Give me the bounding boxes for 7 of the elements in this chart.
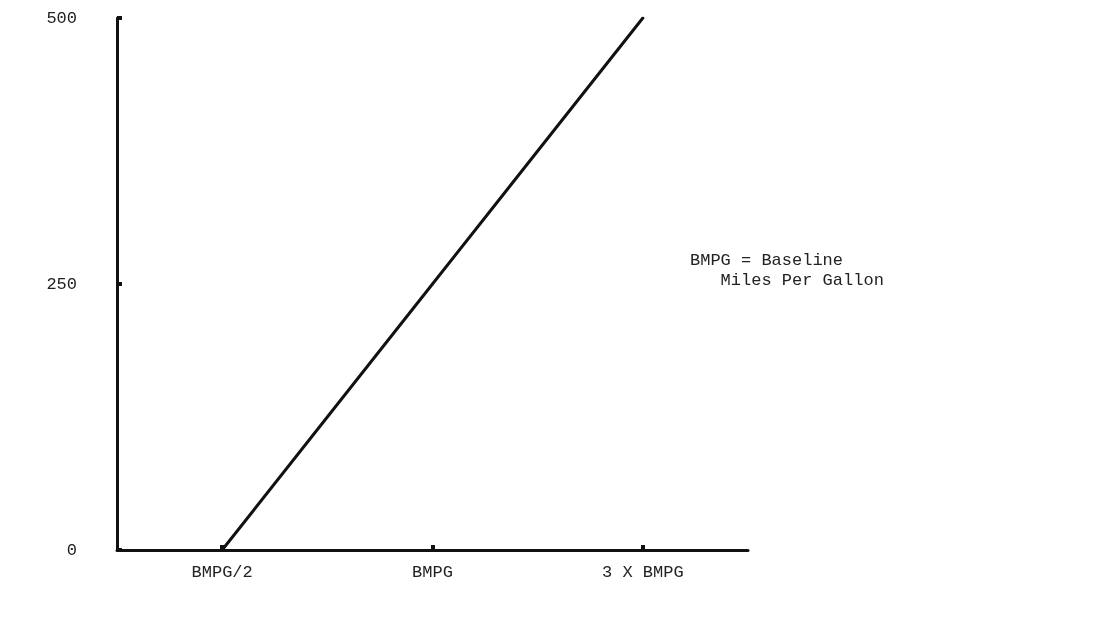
y-tick-label: 250: [46, 274, 77, 294]
x-tick-label: BMPG: [412, 563, 453, 582]
y-tick-label: 500: [46, 8, 77, 28]
y-tick-label: 0: [66, 540, 77, 560]
x-tick-label: BMPG/2: [191, 563, 253, 582]
annotation: BMPG = Baseline Miles Per Gallon: [690, 250, 884, 290]
x-tick-label: 3 X BMPG: [602, 563, 684, 582]
